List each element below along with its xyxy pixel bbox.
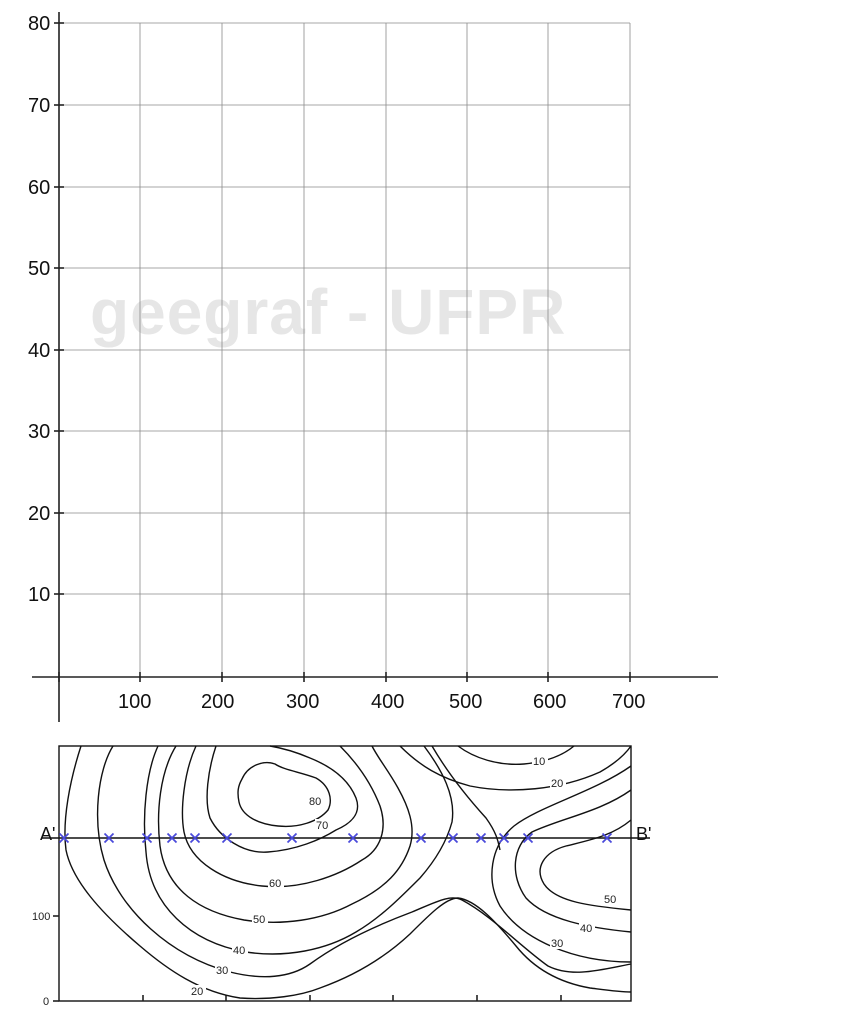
- contour-label: 60: [269, 878, 281, 890]
- contour-80: [237, 761, 331, 828]
- intersection-marker: [347, 832, 359, 844]
- contour-60: [181, 745, 384, 888]
- x-tick-label: 300: [286, 691, 319, 713]
- contour-50: [157, 745, 413, 923]
- vertical-gridlines: [139, 23, 631, 677]
- horizontal-gridlines: [59, 22, 630, 595]
- contour-label: 80: [309, 796, 321, 808]
- y-tick-labels: 80 70 60 50 40 30 20 10: [28, 13, 50, 606]
- intersection-marker: [221, 832, 233, 844]
- contour-70: [206, 745, 359, 853]
- x-tick-marks: [58, 672, 631, 682]
- contour-label: 30: [551, 938, 563, 950]
- map-frame: [58, 745, 632, 1002]
- x-tick-labels: 100 200 300 400 500 600 700: [118, 691, 645, 713]
- y-tick-label: 30: [28, 421, 50, 443]
- contour-label: 20: [551, 778, 563, 790]
- watermark-text: geegraf - UFPR: [90, 276, 566, 348]
- y-tick-label: 10: [28, 584, 50, 606]
- y-tick-label: 80: [28, 13, 50, 35]
- y-tick-marks: [54, 22, 64, 595]
- endpoint-b-label: B': [636, 824, 651, 844]
- contour-30-right: [491, 765, 632, 963]
- x-tick-label: 200: [201, 691, 234, 713]
- x-tick-label: 100: [118, 691, 151, 713]
- contour-50-right: [539, 819, 632, 911]
- contour-label: 50: [604, 894, 616, 906]
- contour-40: [143, 745, 454, 955]
- intersection-marker: [601, 832, 613, 844]
- contour-label: 10: [533, 756, 545, 768]
- intersection-marker: [58, 832, 70, 844]
- contour-label: 50: [253, 914, 265, 926]
- contour-30: [96, 745, 632, 978]
- contour-10-top: [457, 745, 575, 766]
- contour-label: 40: [580, 923, 592, 935]
- contour-40-right: [514, 789, 632, 933]
- x-tick-label: 500: [449, 691, 482, 713]
- contour-30-top: [431, 745, 501, 851]
- contour-map: 100 0: [32, 745, 651, 1008]
- intersection-marker: [141, 832, 153, 844]
- intersection-marker: [286, 832, 298, 844]
- x-tick-label: 700: [612, 691, 645, 713]
- contour-lines: [64, 745, 632, 1000]
- intersection-marker: [475, 832, 487, 844]
- contour-20: [64, 745, 632, 1000]
- y-tick-label: 20: [28, 503, 50, 525]
- map-axis-label: 0: [43, 996, 49, 1008]
- intersection-marker: [189, 832, 201, 844]
- intersection-marker: [498, 832, 510, 844]
- contour-labels: 10 20 80 70 60 50 40 30 20 50 40 30: [190, 755, 619, 998]
- y-tick-label: 50: [28, 258, 50, 280]
- contour-label: 30: [216, 965, 228, 977]
- y-tick-label: 70: [28, 95, 50, 117]
- y-tick-label: 40: [28, 340, 50, 362]
- intersection-marker: [166, 832, 178, 844]
- contour-label: 20: [191, 986, 203, 998]
- map-bottom-ticks: [142, 995, 562, 1001]
- y-tick-label: 60: [28, 177, 50, 199]
- endpoint-a-label: A': [40, 824, 55, 844]
- profile-graph: 80 70 60 50 40 30 20 10 100 200 300 400 …: [28, 12, 718, 722]
- intersection-marker: [415, 832, 427, 844]
- intersection-markers: [58, 832, 613, 844]
- contour-label: 70: [316, 820, 328, 832]
- intersection-marker: [103, 832, 115, 844]
- contour-20-top: [399, 745, 632, 791]
- x-tick-label: 400: [371, 691, 404, 713]
- contour-label: 40: [233, 945, 245, 957]
- intersection-marker: [447, 832, 459, 844]
- intersection-marker: [522, 832, 534, 844]
- x-tick-label: 600: [533, 691, 566, 713]
- map-axis-label: 100: [32, 911, 50, 923]
